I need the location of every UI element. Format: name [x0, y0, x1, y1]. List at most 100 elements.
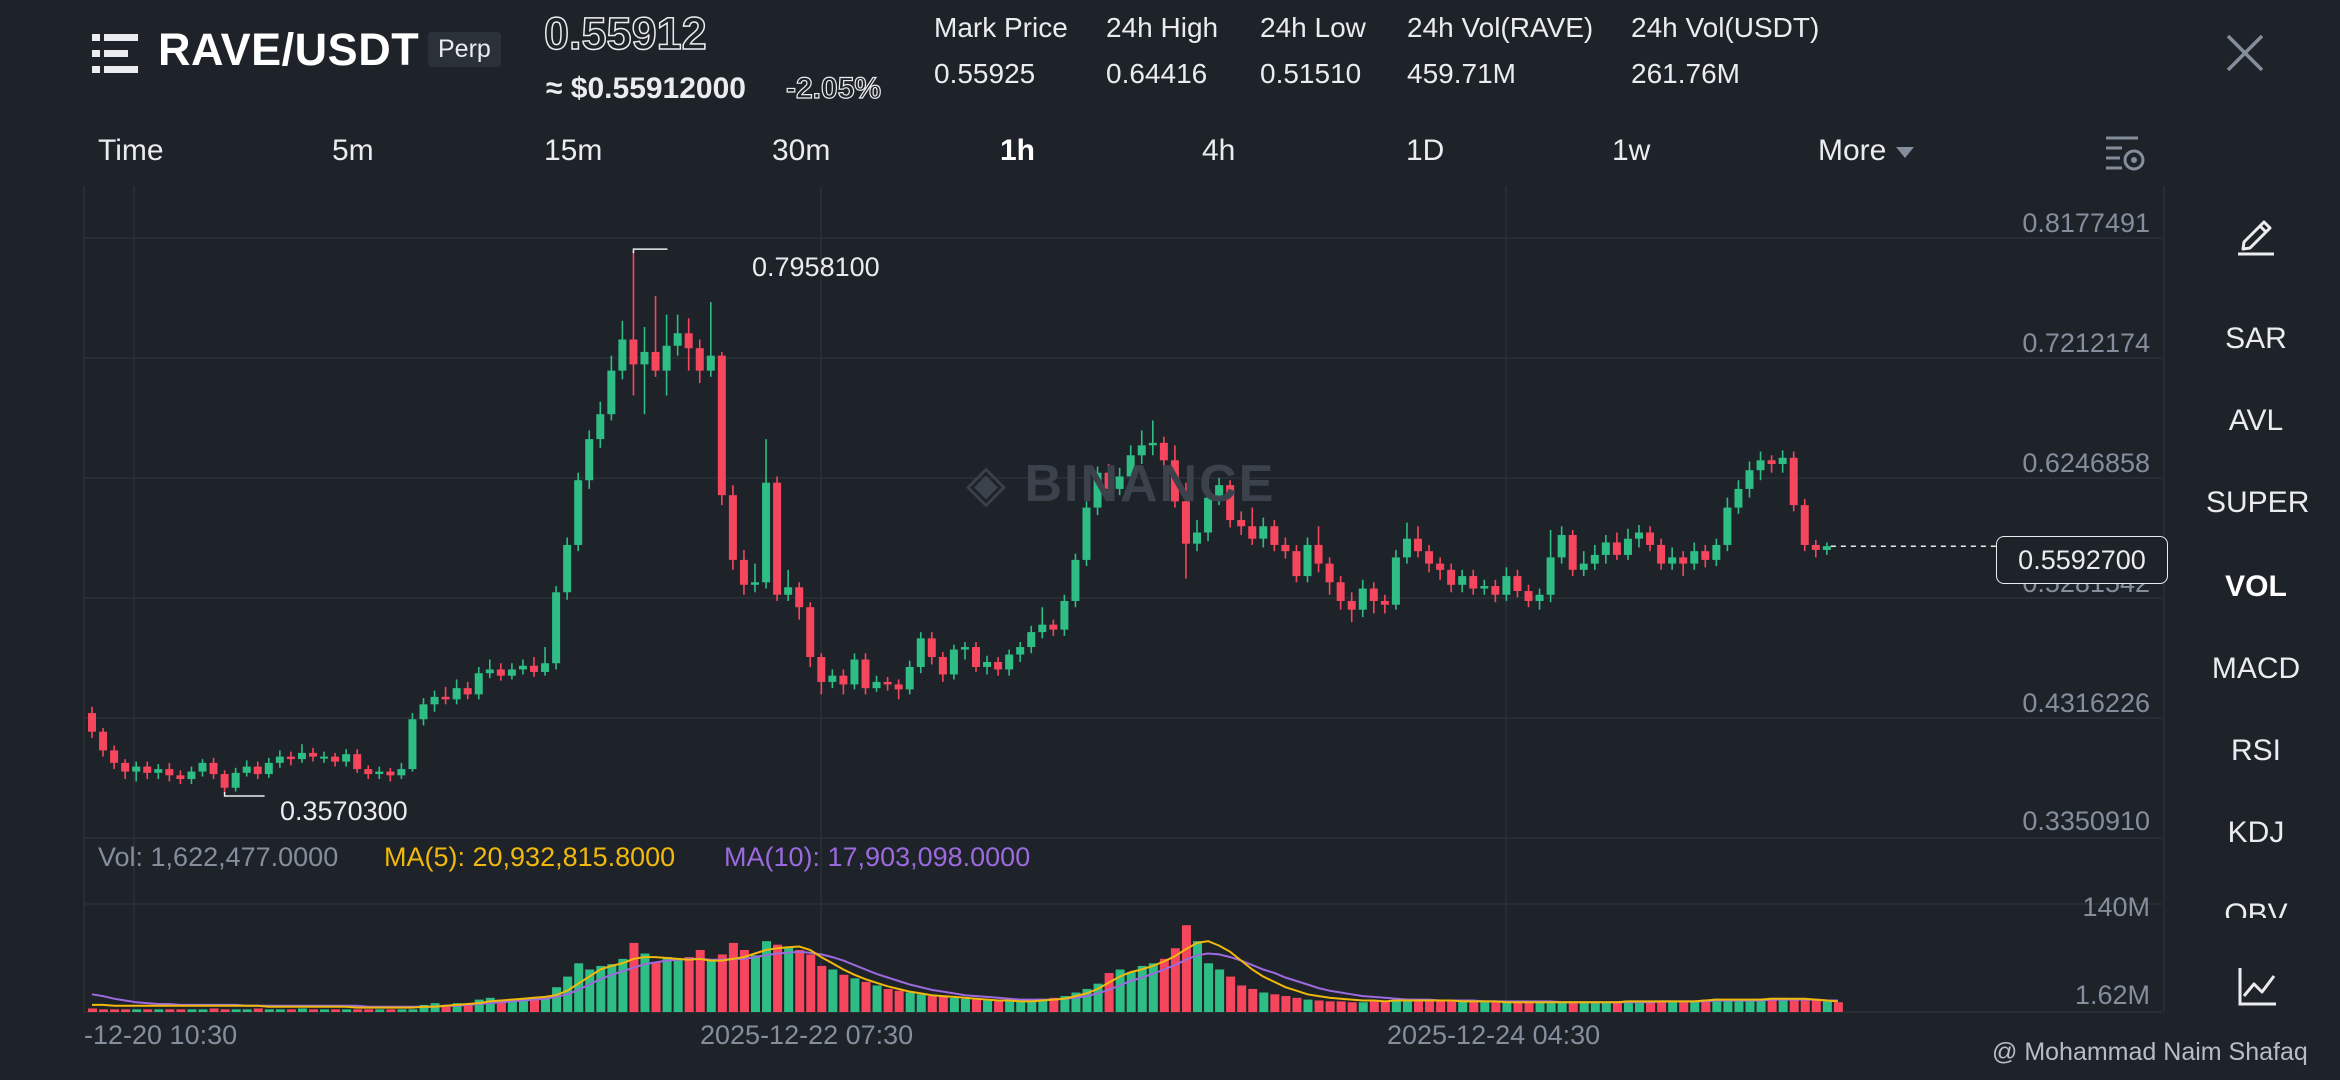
price-change-percent: -2.05%: [785, 71, 882, 105]
binance-logo-icon: ◈: [966, 455, 1008, 513]
volume-bar: [1358, 1002, 1368, 1012]
current-price-tag: 0.5592700: [1996, 536, 2168, 584]
volume-bar: [1668, 1002, 1678, 1012]
volume-bar: [1193, 941, 1202, 1012]
candle-body: [253, 766, 262, 775]
volume-legend-vol: Vol: 1,622,477.0000: [98, 842, 339, 872]
tab-5m[interactable]: 5m: [332, 134, 374, 167]
price-axis-label: 0.6246858: [2022, 448, 2150, 478]
candle-body: [1657, 544, 1666, 564]
tab-time[interactable]: Time: [98, 134, 164, 167]
candle-body: [1414, 538, 1422, 552]
volume-axis-label: 1.62M: [2074, 980, 2150, 1010]
volume-bar: [1126, 972, 1136, 1012]
candle-body: [949, 649, 958, 675]
candle-body: [1193, 532, 1201, 544]
vol-quote-24h-label: 24h Vol(USDT): [1631, 12, 1820, 43]
candle-body: [408, 719, 417, 770]
high-low-markers: [223, 248, 668, 797]
candle-body: [983, 661, 992, 667]
indicator-sar[interactable]: SAR: [2225, 322, 2287, 355]
price-axis-label: 0.7212174: [2022, 328, 2150, 358]
candle-body: [817, 657, 826, 682]
volume-bar: [1204, 963, 1214, 1012]
candle-body: [1270, 526, 1279, 545]
tab-30m[interactable]: 30m: [772, 134, 831, 167]
indicator-super[interactable]: SUPER: [2206, 486, 2310, 519]
volume-bar: [728, 942, 738, 1012]
indicator-vol[interactable]: VOL: [2225, 570, 2287, 603]
indicator-rsi[interactable]: RSI: [2230, 734, 2281, 767]
volume-bar: [673, 958, 683, 1012]
indicator-avl[interactable]: AVL: [2228, 404, 2284, 437]
volume-bar: [607, 964, 617, 1012]
volume-bar: [507, 999, 517, 1012]
candle-body: [1601, 542, 1610, 555]
volume-bar: [1646, 1001, 1656, 1012]
volume-bar: [231, 1009, 241, 1012]
tab-1d[interactable]: 1D: [1406, 134, 1445, 167]
volume-bar: [331, 1009, 341, 1012]
highest-price-label: 0.7958100: [752, 252, 880, 282]
chart-settings-icon[interactable]: [2102, 130, 2146, 174]
candle-body: [1380, 600, 1389, 605]
volume-bar: [386, 1009, 396, 1012]
candle-body: [1579, 563, 1588, 570]
tab-4h[interactable]: 4h: [1202, 134, 1236, 167]
volume-bar: [1071, 992, 1081, 1012]
draw-pencil-icon[interactable]: [2234, 212, 2278, 256]
volume-bar: [264, 1009, 274, 1012]
pair-title[interactable]: RAVE/USDT: [158, 24, 420, 75]
candle-body: [927, 638, 936, 658]
line-chart-icon[interactable]: [2234, 964, 2278, 1008]
candle-body: [430, 696, 439, 705]
candle-body: [1281, 544, 1290, 552]
volume-bar: [1767, 997, 1777, 1012]
volume-bar: [1623, 1000, 1633, 1012]
volume-bar: [1170, 948, 1180, 1012]
volume-bar: [1701, 999, 1711, 1012]
candle-body: [99, 731, 108, 751]
menu-icon[interactable]: [92, 30, 138, 76]
vol-quote-24h-value: 261.76M: [1631, 58, 1740, 89]
indicator-macd[interactable]: MACD: [2211, 652, 2301, 685]
candle-body: [994, 661, 1003, 670]
tab-1h[interactable]: 1h: [1000, 134, 1036, 167]
volume-bar: [1469, 1001, 1479, 1012]
volume-bar: [353, 1009, 363, 1012]
candle-body: [1049, 624, 1058, 630]
candle-body: [662, 345, 671, 371]
candle-body: [839, 675, 848, 685]
candle-body: [286, 756, 295, 760]
candle-body: [1027, 632, 1036, 648]
volume-bar: [1148, 963, 1158, 1012]
candle-body: [1104, 472, 1113, 489]
candle-body: [275, 756, 284, 763]
volume-bar: [1690, 1000, 1700, 1012]
candle-body: [1303, 544, 1312, 577]
volume-bar: [739, 950, 749, 1012]
indicator-obv[interactable]: OBV: [2224, 898, 2288, 918]
candle-body: [386, 771, 395, 776]
volume-bar: [983, 1000, 993, 1012]
volume-bar: [938, 996, 948, 1012]
volume-bar: [1822, 1001, 1832, 1012]
candle-body: [507, 669, 516, 676]
volume-bar: [1082, 988, 1092, 1012]
chevron-down-icon: [1896, 146, 1915, 158]
volume-bar: [1159, 958, 1169, 1012]
candle-body: [574, 480, 583, 545]
volume-bar: [1745, 999, 1755, 1012]
volume-bar: [1005, 1001, 1015, 1012]
volume-bar: [1601, 1002, 1611, 1012]
volume-bar: [618, 958, 628, 1012]
volume-bar: [1447, 1001, 1457, 1012]
close-icon[interactable]: [2224, 32, 2266, 74]
tab-more[interactable]: More: [1818, 134, 1915, 168]
tab-1w[interactable]: 1w: [1612, 134, 1651, 167]
vol-base-24h-value: 459.71M: [1407, 58, 1516, 89]
volume-bar: [1303, 999, 1313, 1012]
indicator-kdj[interactable]: KDJ: [2227, 816, 2285, 849]
tab-15m[interactable]: 15m: [544, 134, 603, 167]
